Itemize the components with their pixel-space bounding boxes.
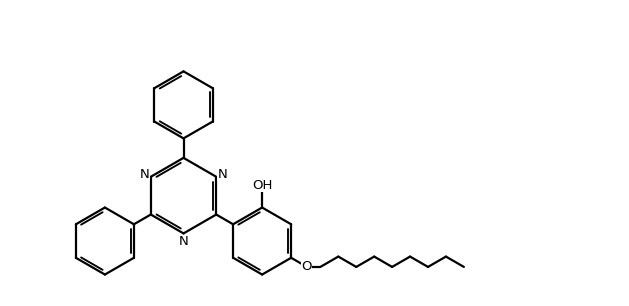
Text: OH: OH [252, 179, 272, 192]
Text: O: O [302, 260, 312, 274]
Text: N: N [218, 168, 227, 181]
Text: N: N [140, 168, 150, 181]
Text: N: N [179, 235, 189, 248]
